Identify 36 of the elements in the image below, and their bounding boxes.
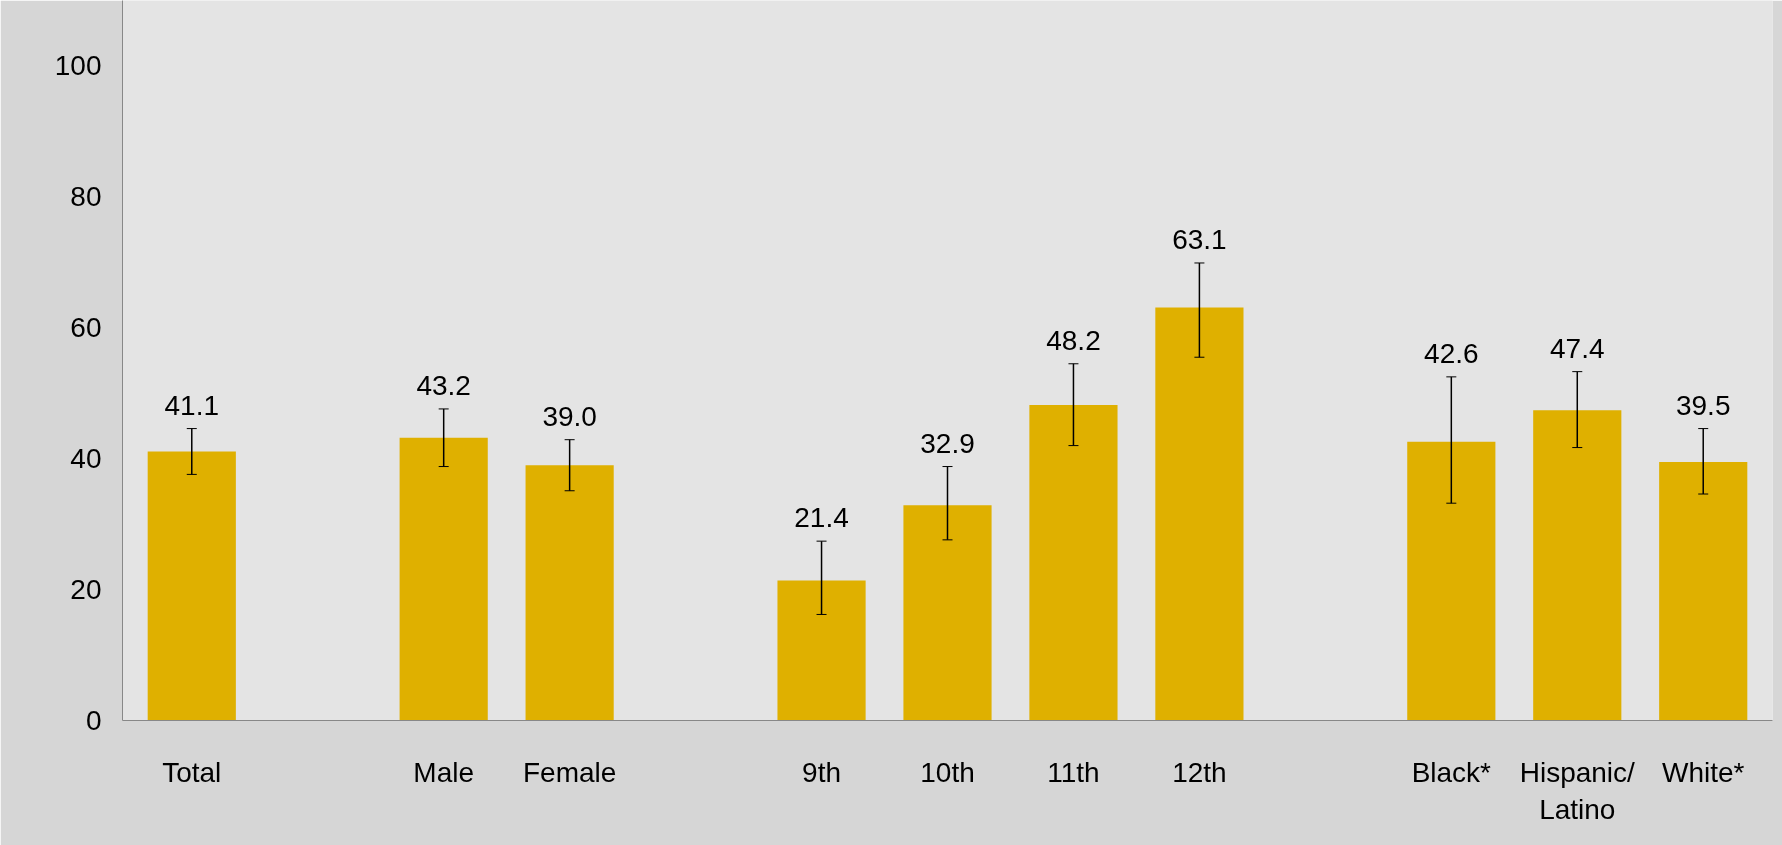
x-tick-label: 12th <box>1172 756 1227 788</box>
data-label: 63.1 <box>1172 223 1227 255</box>
bar <box>777 580 866 721</box>
x-tick-label: Female <box>522 756 617 788</box>
bar <box>903 505 992 721</box>
data-label: 43.2 <box>416 369 471 401</box>
y-tick-label: 80 <box>70 181 102 213</box>
bar <box>1155 307 1244 721</box>
x-tick-label: 11th <box>1047 756 1100 788</box>
bar <box>399 437 488 721</box>
data-label: 39.0 <box>542 400 597 432</box>
data-label: 39.5 <box>1675 389 1731 421</box>
y-tick-label: 60 <box>70 312 102 344</box>
bar <box>147 451 236 721</box>
x-tick-label: White* <box>1661 756 1745 788</box>
y-tick-label: 20 <box>70 574 102 606</box>
data-label: 42.6 <box>1424 337 1479 369</box>
bar <box>1407 441 1496 721</box>
x-tick-label: Male <box>413 756 475 788</box>
data-label: 21.4 <box>794 502 849 534</box>
data-label: 48.2 <box>1046 324 1101 356</box>
data-label: 41.1 <box>164 389 220 421</box>
bar <box>1029 405 1118 721</box>
x-tick-label: Total <box>162 756 222 788</box>
y-tick-label: 40 <box>70 443 102 475</box>
bar <box>525 465 614 721</box>
x-tick-label: 10th <box>920 756 975 788</box>
x-tick-label: Hispanic/Latino <box>1519 756 1636 825</box>
bar <box>1533 410 1622 721</box>
x-tick-label: Black* <box>1411 756 1492 788</box>
y-tick-label: 100 <box>54 50 102 82</box>
x-tick-label: 9th <box>802 756 842 788</box>
y-tick-label: 0 <box>85 705 102 736</box>
bar <box>1659 461 1748 721</box>
data-label: 47.4 <box>1550 332 1605 364</box>
data-label: 32.9 <box>920 427 975 459</box>
